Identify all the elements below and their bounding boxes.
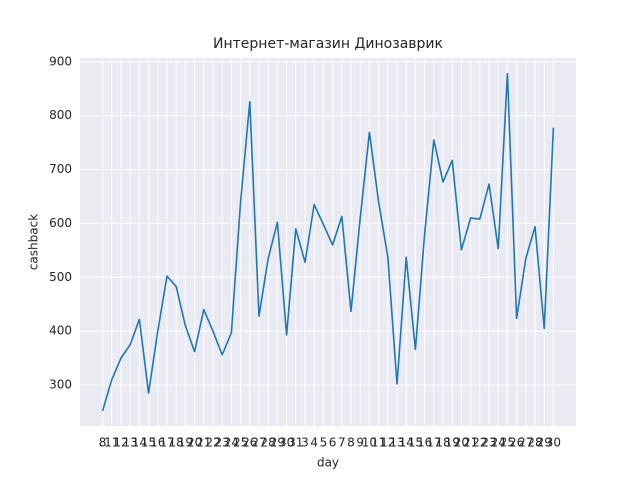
x-tick-label: 12 — [113, 436, 128, 450]
x-tick-label: 29 — [270, 436, 285, 450]
x-tick-label: 7 — [338, 436, 346, 450]
x-tick-label: 19 — [445, 436, 460, 450]
x-tick-label: 13 — [123, 436, 138, 450]
x-tick-label: 20 — [187, 436, 202, 450]
y-axis-label: cashback — [27, 214, 41, 270]
plot-area — [80, 58, 576, 426]
x-tick-label: 4 — [310, 436, 318, 450]
x-tick-label: 22 — [205, 436, 220, 450]
x-tick-label: 17 — [159, 436, 174, 450]
x-tick-label: 23 — [215, 436, 230, 450]
x-tick-label: 17 — [426, 436, 441, 450]
x-tick-label: 15 — [408, 436, 423, 450]
x-tick-label: 30 — [279, 436, 294, 450]
y-tick-label: 600 — [49, 216, 72, 230]
x-tick-label: 25 — [500, 436, 515, 450]
x-tick-label: 21 — [463, 436, 478, 450]
x-tick-label: 8 — [99, 436, 107, 450]
x-tick-label: 3 — [301, 436, 309, 450]
x-tick-label: 18 — [435, 436, 450, 450]
x-tick-label: 11 — [104, 436, 119, 450]
y-tick-label: 300 — [49, 378, 72, 392]
x-tick-label: 10 — [362, 436, 377, 450]
x-tick-label: 31 — [288, 436, 303, 450]
x-tick-label: 20 — [454, 436, 469, 450]
x-tick-label: 25 — [233, 436, 248, 450]
chart-title: Интернет-магазин Динозаврик — [213, 36, 443, 52]
x-tick-label: 30 — [546, 436, 561, 450]
x-tick-label: 24 — [224, 436, 239, 450]
x-tick-label: 24 — [491, 436, 506, 450]
x-tick-label: 15 — [141, 436, 156, 450]
line — [101, 72, 555, 412]
x-tick-label: 6 — [329, 436, 337, 450]
x-tick-label: 16 — [417, 436, 432, 450]
x-tick-label: 5 — [320, 436, 328, 450]
x-tick-label: 13 — [389, 436, 404, 450]
x-tick-label: 8 — [347, 436, 355, 450]
y-tick-label: 500 — [49, 270, 72, 284]
x-tick-label: 23 — [481, 436, 496, 450]
x-tick-label: 27 — [251, 436, 266, 450]
x-tick-label: 26 — [242, 436, 257, 450]
x-tick-label: 14 — [399, 436, 414, 450]
x-tick-label: 19 — [178, 436, 193, 450]
x-axis-label: day — [317, 456, 339, 470]
x-tick-label: 22 — [472, 436, 487, 450]
x-tick-label: 14 — [132, 436, 147, 450]
x-tick-label: 27 — [518, 436, 533, 450]
x-tick-label: 9 — [356, 436, 364, 450]
x-tick-label: 11 — [371, 436, 386, 450]
y-tick-label: 400 — [49, 324, 72, 338]
x-tick-label: 12 — [380, 436, 395, 450]
x-tick-label: 29 — [537, 436, 552, 450]
x-tick-label: 21 — [196, 436, 211, 450]
y-tick-label: 900 — [49, 54, 72, 68]
x-tick-label: 28 — [261, 436, 276, 450]
y-tick-label: 800 — [49, 108, 72, 122]
x-tick-label: 16 — [150, 436, 165, 450]
x-tick-label: 28 — [527, 436, 542, 450]
y-tick-label: 700 — [49, 162, 72, 176]
x-tick-label: 26 — [509, 436, 524, 450]
x-tick-label: 18 — [169, 436, 184, 450]
